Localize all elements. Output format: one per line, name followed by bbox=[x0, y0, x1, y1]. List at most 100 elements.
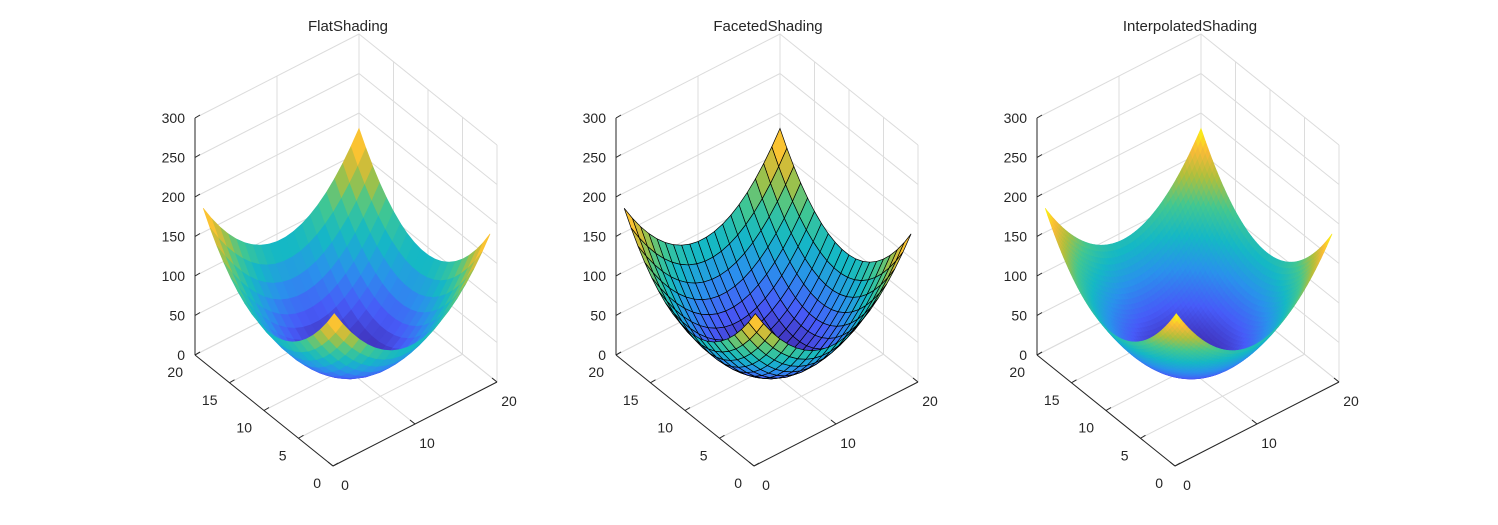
z-tick-label: 200 bbox=[583, 189, 607, 205]
y-tick-label: 15 bbox=[623, 392, 639, 408]
x-tick-mark bbox=[1169, 461, 1176, 467]
z-tick-label: 300 bbox=[1004, 110, 1028, 126]
z-tick-mark bbox=[615, 272, 622, 277]
y-tick-mark bbox=[298, 434, 304, 439]
z-tick-label: 150 bbox=[162, 229, 186, 245]
y-tick-mark bbox=[1105, 407, 1112, 411]
y-tick-mark bbox=[650, 379, 656, 384]
surface-face bbox=[327, 313, 343, 333]
z-tick-label: 150 bbox=[583, 229, 607, 245]
z-tick-mark bbox=[1036, 193, 1043, 198]
x-tick-label: 10 bbox=[1261, 435, 1277, 451]
x-tick-label: 0 bbox=[1183, 477, 1191, 493]
grid-line bbox=[719, 353, 884, 439]
z-tick-mark bbox=[615, 312, 622, 316]
y-tick-label: 20 bbox=[1009, 364, 1025, 380]
chart-title: InterpolatedShading bbox=[1123, 18, 1257, 35]
y-tick-label: 15 bbox=[202, 392, 218, 408]
grid-line bbox=[1036, 33, 1340, 146]
y-tick-label: 20 bbox=[588, 364, 604, 380]
y-tick-label: 5 bbox=[1121, 447, 1129, 463]
z-tick-mark bbox=[615, 233, 622, 237]
y-tick-mark bbox=[229, 379, 235, 384]
y-tick-label: 0 bbox=[313, 475, 321, 491]
z-tick-label: 0 bbox=[598, 347, 606, 363]
z-tick-mark bbox=[194, 272, 201, 277]
z-tick-label: 100 bbox=[162, 268, 186, 284]
grid-line bbox=[298, 353, 463, 439]
z-tick-label: 250 bbox=[162, 150, 186, 166]
chart-panel-3: 0501001502002503000510152001020Interpola… bbox=[1004, 18, 1359, 493]
z-tick-mark bbox=[194, 312, 201, 316]
y-tick-mark bbox=[194, 351, 201, 356]
z-tick-label: 100 bbox=[583, 268, 607, 284]
y-tick-mark bbox=[1140, 434, 1146, 439]
surface bbox=[623, 127, 912, 380]
x-tick-label: 0 bbox=[762, 477, 770, 493]
z-tick-label: 50 bbox=[169, 308, 185, 324]
x-tick-mark bbox=[327, 461, 334, 467]
z-tick-mark bbox=[1036, 312, 1043, 316]
z-tick-label: 300 bbox=[583, 110, 607, 126]
z-tick-label: 50 bbox=[590, 308, 606, 324]
x-tick-mark bbox=[409, 419, 416, 425]
x-tick-mark bbox=[912, 377, 919, 383]
surface bbox=[1044, 127, 1333, 380]
z-tick-mark bbox=[194, 233, 201, 237]
x-tick-mark bbox=[748, 461, 755, 467]
x-tick-mark bbox=[491, 377, 498, 383]
z-tick-label: 250 bbox=[1004, 150, 1028, 166]
z-tick-label: 150 bbox=[1004, 229, 1028, 245]
y-tick-mark bbox=[1071, 379, 1077, 384]
chart-title: FacetedShading bbox=[713, 18, 822, 35]
chart-panel-2: 0501001502002503000510152001020FacetedSh… bbox=[583, 18, 938, 493]
z-tick-mark bbox=[194, 154, 201, 158]
z-tick-label: 50 bbox=[1011, 308, 1027, 324]
grid-line bbox=[194, 33, 498, 146]
y-tick-mark bbox=[753, 462, 760, 467]
y-tick-label: 10 bbox=[1078, 420, 1094, 436]
chart-panel-1: 0501001502002503000510152001020FlatShadi… bbox=[162, 18, 517, 493]
x-tick-mark bbox=[1333, 377, 1340, 383]
y-tick-label: 20 bbox=[167, 364, 183, 380]
z-tick-mark bbox=[1036, 154, 1043, 158]
x-tick-label: 20 bbox=[501, 393, 517, 409]
y-tick-mark bbox=[1174, 462, 1181, 467]
z-tick-label: 200 bbox=[1004, 189, 1028, 205]
y-tick-mark bbox=[684, 407, 691, 411]
chart-title: FlatShading bbox=[308, 18, 388, 35]
z-tick-mark bbox=[194, 193, 201, 198]
y-tick-label: 5 bbox=[279, 447, 287, 463]
y-tick-mark bbox=[263, 407, 270, 411]
z-tick-label: 0 bbox=[177, 347, 185, 363]
y-tick-label: 15 bbox=[1044, 392, 1060, 408]
grid-line bbox=[1140, 353, 1305, 439]
x-tick-label: 10 bbox=[840, 435, 856, 451]
z-tick-mark bbox=[615, 193, 622, 198]
x-tick-mark bbox=[1251, 419, 1258, 425]
z-tick-mark bbox=[194, 114, 201, 119]
z-tick-label: 100 bbox=[1004, 268, 1028, 284]
z-tick-label: 250 bbox=[583, 150, 607, 166]
z-tick-mark bbox=[1036, 114, 1043, 119]
z-tick-mark bbox=[615, 114, 622, 119]
z-tick-label: 200 bbox=[162, 189, 186, 205]
y-tick-label: 5 bbox=[700, 447, 708, 463]
surface-face bbox=[1173, 313, 1180, 321]
x-tick-mark bbox=[830, 419, 837, 425]
x-tick-label: 0 bbox=[341, 477, 349, 493]
y-tick-label: 10 bbox=[236, 420, 252, 436]
y-tick-label: 0 bbox=[734, 475, 742, 491]
z-tick-mark bbox=[1036, 233, 1043, 237]
y-tick-label: 10 bbox=[657, 420, 673, 436]
y-tick-mark bbox=[615, 351, 622, 356]
z-tick-label: 0 bbox=[1019, 347, 1027, 363]
z-tick-label: 300 bbox=[162, 110, 186, 126]
y-tick-mark bbox=[719, 434, 725, 439]
y-tick-mark bbox=[332, 462, 339, 467]
surface-face bbox=[747, 313, 764, 333]
z-tick-mark bbox=[1036, 272, 1043, 277]
